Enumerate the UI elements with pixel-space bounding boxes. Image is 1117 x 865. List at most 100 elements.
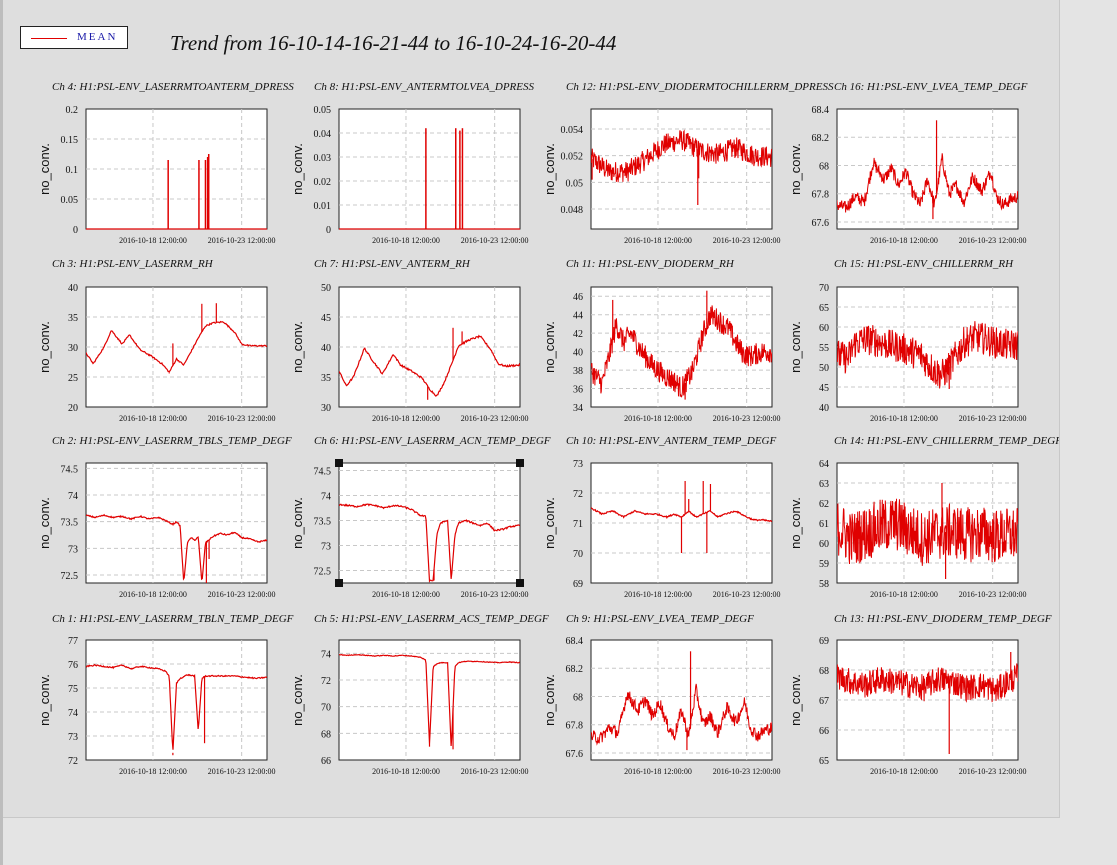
y-axis-label: no_conv. xyxy=(290,321,305,373)
legend: MEAN xyxy=(20,26,128,49)
y-tick-label: 38 xyxy=(573,366,583,377)
series-group xyxy=(86,303,267,374)
y-tick-label: 45 xyxy=(321,313,331,324)
y-tick-label: 0.052 xyxy=(561,152,584,163)
chart-6: Ch 7: H1:PSL-ENV_ANTERM_RH 30 35 40 45 50 2016… xyxy=(290,258,529,423)
chart-14: Ch 5: H1:PSL-ENV_LASERRM_ACS_TEMP_DEGF 66… xyxy=(290,613,549,776)
y-tick-label: 72 xyxy=(573,489,583,500)
chart-title: Ch 6: H1:PSL-ENV_LASERRM_ACN_TEMP_DEGF xyxy=(314,435,551,447)
plot-area xyxy=(338,108,521,230)
y-tick-label: 0.05 xyxy=(566,178,584,189)
y-tick-label: 0.02 xyxy=(314,177,332,188)
y-tick-label: 44 xyxy=(573,311,583,322)
y-tick-label: 0.2 xyxy=(66,105,79,116)
chart-16: Ch 13: H1:PSL-ENV_DIODERM_TEMP_DEGF 65 66 6… xyxy=(788,613,1052,776)
y-tick-label: 0 xyxy=(326,225,331,236)
y-tick-label: 35 xyxy=(68,313,78,324)
chart-12: Ch 14: H1:PSL-ENV_CHILLERRM_TEMP_DEGF 58 5… xyxy=(788,435,1059,599)
y-tick-label: 73 xyxy=(573,459,583,470)
series-line xyxy=(339,503,520,583)
x-tick-label: 2016-10-18 12:00:00 xyxy=(624,767,692,776)
series-line xyxy=(837,663,1018,703)
y-tick-label: 0.048 xyxy=(561,205,584,216)
series-group xyxy=(591,651,772,751)
y-tick-label: 0.1 xyxy=(66,165,79,176)
y-tick-label: 65 xyxy=(819,303,829,314)
x-tick-label: 2016-10-23 12:00:00 xyxy=(208,414,276,423)
chart-title: Ch 3: H1:PSL-ENV_LASERRM_RH xyxy=(52,258,214,270)
chart-title: Ch 2: H1:PSL-ENV_LASERRM_TBLS_TEMP_DEGF xyxy=(52,435,292,447)
y-tick-label: 58 xyxy=(819,579,829,590)
series-line xyxy=(591,129,772,183)
y-tick-label: 71 xyxy=(573,519,583,530)
series-group xyxy=(167,154,210,229)
y-tick-label: 68 xyxy=(819,161,829,172)
y-tick-label: 73.5 xyxy=(61,518,79,529)
y-axis-label: no_conv. xyxy=(788,497,803,549)
y-tick-label: 30 xyxy=(68,343,78,354)
page-title: Trend from 16-10-14-16-21-44 to 16-10-24… xyxy=(170,31,617,55)
y-tick-label: 74.5 xyxy=(61,464,79,475)
y-tick-label: 55 xyxy=(819,343,829,354)
y-tick-label: 67.8 xyxy=(812,190,830,201)
series-group xyxy=(837,483,1018,579)
y-tick-label: 0.01 xyxy=(314,201,332,212)
series-group xyxy=(86,513,267,583)
x-tick-label: 2016-10-18 12:00:00 xyxy=(372,236,440,245)
x-tick-label: 2016-10-23 12:00:00 xyxy=(959,414,1027,423)
x-tick-label: 2016-10-18 12:00:00 xyxy=(870,590,938,599)
x-tick-label: 2016-10-18 12:00:00 xyxy=(372,767,440,776)
y-tick-label: 60 xyxy=(819,323,829,334)
plot-area xyxy=(836,639,1019,761)
series-group xyxy=(591,481,772,553)
x-tick-label: 2016-10-23 12:00:00 xyxy=(208,767,276,776)
y-axis-label: no_conv. xyxy=(542,497,557,549)
chart-4: Ch 16: H1:PSL-ENV_LVEA_TEMP_DEGF 67.6 67.8… xyxy=(788,81,1028,245)
x-tick-label: 2016-10-18 12:00:00 xyxy=(624,236,692,245)
chart-10: Ch 6: H1:PSL-ENV_LASERRM_ACN_TEMP_DEGF 72… xyxy=(290,435,551,599)
y-tick-label: 42 xyxy=(573,329,583,340)
x-tick-label: 2016-10-18 12:00:00 xyxy=(870,767,938,776)
series-group xyxy=(339,653,520,750)
y-axis-label: no_conv. xyxy=(290,497,305,549)
series-line xyxy=(837,153,1018,213)
y-tick-label: 72.5 xyxy=(61,571,79,582)
y-tick-label: 68 xyxy=(573,692,583,703)
legend-line-swatch xyxy=(31,38,67,39)
y-tick-label: 68.2 xyxy=(566,664,584,675)
plot-area xyxy=(85,108,268,230)
series-line xyxy=(86,513,267,581)
x-tick-label: 2016-10-23 12:00:00 xyxy=(713,236,781,245)
y-tick-label: 68.4 xyxy=(566,636,584,647)
y-tick-label: 68 xyxy=(819,666,829,677)
y-tick-label: 73 xyxy=(68,544,78,555)
x-tick-label: 2016-10-18 12:00:00 xyxy=(624,590,692,599)
y-tick-label: 0.15 xyxy=(61,135,79,146)
y-tick-label: 66 xyxy=(819,726,829,737)
y-tick-label: 69 xyxy=(819,636,829,647)
y-tick-label: 73 xyxy=(68,732,78,743)
y-tick-label: 35 xyxy=(321,373,331,384)
y-tick-label: 50 xyxy=(321,283,331,294)
y-tick-label: 36 xyxy=(573,385,583,396)
chart-9: Ch 2: H1:PSL-ENV_LASERRM_TBLS_TEMP_DEGF 7… xyxy=(37,435,292,599)
series-line xyxy=(339,334,520,397)
x-tick-label: 2016-10-18 12:00:00 xyxy=(119,414,187,423)
y-tick-label: 67.6 xyxy=(812,218,830,229)
y-axis-label: no_conv. xyxy=(542,321,557,373)
x-tick-label: 2016-10-18 12:00:00 xyxy=(372,414,440,423)
x-tick-label: 2016-10-23 12:00:00 xyxy=(461,590,529,599)
series-group xyxy=(837,652,1018,754)
y-tick-label: 73 xyxy=(321,542,331,553)
y-tick-label: 61 xyxy=(819,519,829,530)
chart-8: Ch 15: H1:PSL-ENV_CHILLERRM_RH 40 45 50 55 60… xyxy=(788,258,1027,423)
plot-area xyxy=(85,639,268,761)
y-tick-label: 68.4 xyxy=(812,105,830,116)
y-tick-label: 40 xyxy=(573,348,583,359)
y-tick-label: 67.6 xyxy=(566,749,584,760)
series-line xyxy=(591,683,772,746)
y-tick-label: 72 xyxy=(321,676,331,687)
y-tick-label: 68.2 xyxy=(812,133,830,144)
y-tick-label: 74 xyxy=(68,708,78,719)
x-tick-label: 2016-10-18 12:00:00 xyxy=(119,590,187,599)
